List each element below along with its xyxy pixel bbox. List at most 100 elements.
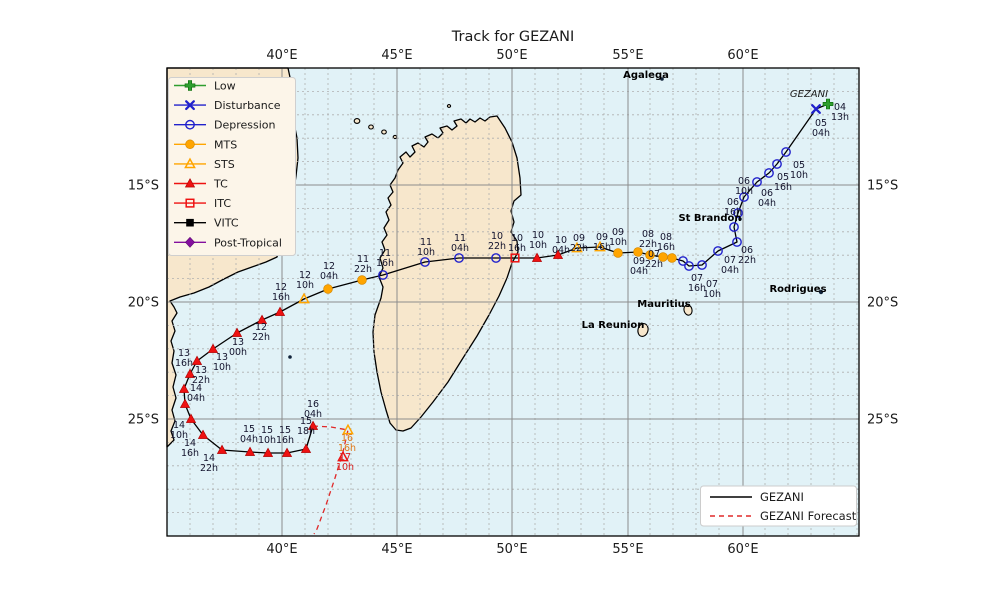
depression-marker: [739, 192, 749, 202]
legend-item-label: Low: [214, 80, 236, 93]
vitc-marker: [186, 218, 194, 227]
track-point-label: 04 13h: [831, 102, 849, 123]
legend-item-label: STS: [214, 158, 235, 171]
forecast-sts-marker: [342, 423, 354, 435]
depression-marker: [185, 119, 195, 130]
depression-marker: [764, 168, 774, 178]
track-point-label: 06 10h: [735, 176, 753, 197]
lon-tick-label-bottom: 60°E: [727, 542, 758, 557]
forecast-tc-marker: [337, 450, 349, 462]
depression-marker: [678, 256, 688, 266]
track-point-label: 10 16h: [508, 233, 526, 254]
depression-marker: [713, 246, 723, 256]
legend-item-label: Depression: [214, 119, 276, 132]
track-point-label: 14 04h: [187, 383, 205, 404]
track-point-label: 06 22h: [738, 245, 756, 266]
lon-tick-label-bottom: 55°E: [612, 542, 643, 557]
lat-tick-label-right: 15°S: [867, 179, 898, 194]
lon-tick-label-bottom: 40°E: [266, 542, 297, 557]
track-point-label: 07 10h: [703, 279, 721, 300]
tc-marker: [300, 443, 312, 453]
itc-marker: [510, 253, 520, 263]
tc-marker: [231, 327, 243, 337]
track-point-label: 05 10h: [790, 160, 808, 181]
lat-tick-label-right: 20°S: [867, 296, 898, 311]
track-point-label: 09 04h: [630, 256, 648, 277]
track-point-label: 06 04h: [758, 188, 776, 209]
low-marker: [184, 80, 196, 91]
track-point-label: 11 10h: [417, 237, 435, 258]
depression-marker: [732, 237, 742, 247]
small-island: [660, 77, 664, 81]
mts-marker: [667, 253, 677, 263]
track-point-label: 15 04h: [240, 424, 258, 445]
small-island: [288, 355, 292, 359]
track-point-label: 12 22h: [252, 322, 270, 343]
lon-tick-label-bottom: 45°E: [381, 542, 412, 557]
track-point-label: 13 00h: [229, 337, 247, 358]
small-island: [738, 217, 742, 221]
tc-marker: [256, 314, 268, 324]
disturbance-marker: [811, 104, 821, 114]
lon-tick-label-top: 60°E: [727, 48, 758, 63]
small-island: [353, 118, 361, 124]
legend-item-label: ITC: [214, 197, 231, 210]
mts-marker: [633, 247, 643, 257]
place-label: Agalega: [623, 70, 669, 81]
forecast-track-line: [312, 425, 349, 535]
tc-marker: [184, 368, 196, 378]
depression-marker: [420, 257, 430, 267]
small-island: [446, 104, 452, 108]
sts-marker: [298, 292, 310, 304]
depression-marker: [729, 222, 739, 232]
track-point-label: 10 10h: [529, 230, 547, 251]
track-point-label: 13 10h: [213, 352, 231, 373]
track-point-label: 15 18h: [297, 416, 315, 437]
depression-marker: [781, 147, 791, 157]
track-point-label: 12 10h: [296, 270, 314, 291]
track-point-label: 16 16h: [338, 433, 356, 454]
madagascar-island: [372, 115, 522, 432]
lat-tick-label-left: 15°S: [128, 179, 159, 194]
place-label: St Brandon: [678, 213, 741, 224]
legend-layer: Low Disturbance Depression MTS STS TC ITC VITC P…: [168, 77, 857, 527]
tc-marker: [274, 306, 286, 316]
small-island: [637, 323, 649, 337]
track-point-label: 10 04h: [552, 235, 570, 256]
track-point-label: 11 04h: [451, 233, 469, 254]
depression-marker: [752, 177, 762, 187]
legend-item-label: Post-Tropical: [214, 236, 282, 249]
legend-item-label: VITC: [214, 217, 239, 230]
tc-marker: [552, 249, 564, 259]
lat-tick-label-left: 20°S: [128, 296, 159, 311]
track-point-label: 14 16h: [181, 438, 199, 459]
track-point-label: 15 16h: [276, 425, 294, 446]
legend-item-label: GEZANI Forecast: [760, 509, 857, 523]
small-island: [683, 304, 693, 316]
track-point-label: 17 10h: [336, 452, 354, 473]
mts-marker: [185, 139, 195, 150]
depression-marker: [697, 260, 707, 270]
track-point-label: 13 16h: [175, 348, 193, 369]
track-point-label: 15 10h: [258, 425, 276, 446]
track-point-label: 05 16h: [774, 172, 792, 193]
post_tropical-marker: [184, 236, 196, 248]
sts-marker: [594, 240, 606, 252]
lat-tick-label-right: 25°S: [867, 413, 898, 428]
tc-marker: [262, 447, 274, 457]
mts-marker: [645, 250, 655, 260]
disturbance-marker: [185, 100, 195, 111]
small-island: [381, 129, 387, 135]
tc-marker: [178, 383, 190, 393]
tc-marker: [185, 413, 197, 423]
track-point-label: 13 22h: [192, 365, 210, 386]
track-point-label: 16 04h: [304, 399, 322, 420]
tc-marker: [197, 429, 209, 439]
legend-item-label: TC: [213, 178, 228, 191]
depression-marker: [491, 253, 501, 263]
track-layer: [178, 98, 834, 535]
track-point-label: 11 22h: [354, 254, 372, 275]
mts-marker: [357, 275, 367, 285]
